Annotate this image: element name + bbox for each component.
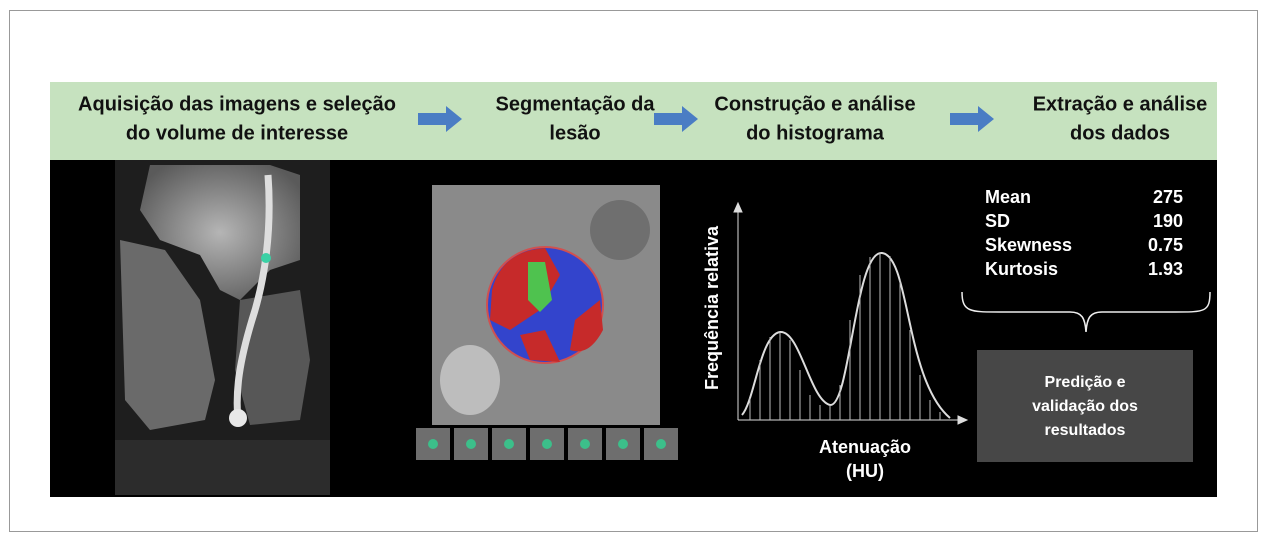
step-title: Construção e análise [714,93,915,115]
stat-label: Mean [985,187,1031,207]
step-title: lesão [549,122,600,144]
step-title: dos dados [1070,122,1170,144]
step-title: do volume de interesse [126,122,348,144]
figure: Frequência relativa Atenuação (HU) Aquis… [0,0,1267,542]
page: Frequência relativa Atenuação (HU) Aquis… [0,0,1267,542]
stat-value: 190 [1153,211,1183,231]
step-title: Extração e análise [1033,93,1208,115]
stat-value: 275 [1153,187,1183,207]
result-text: resultados [1045,422,1126,439]
step-title: do histograma [746,122,885,144]
stat-label: SD [985,211,1010,231]
stat-label: Kurtosis [985,259,1058,279]
histogram-x-label: Atenuação [819,437,911,457]
histogram-y-label: Frequência relativa [702,225,722,390]
ct-image [115,160,330,495]
result-text: validação dos [1032,398,1138,415]
stat-value: 1.93 [1148,259,1183,279]
step-title: Segmentação da [496,93,656,115]
stat-label: Skewness [985,235,1072,255]
segmentation-image [416,185,678,460]
step-title: Aquisição das imagens e seleção [78,93,396,115]
result-text: Predição e [1045,374,1126,391]
stat-value: 0.75 [1148,235,1183,255]
histogram-x-label: (HU) [846,461,884,481]
